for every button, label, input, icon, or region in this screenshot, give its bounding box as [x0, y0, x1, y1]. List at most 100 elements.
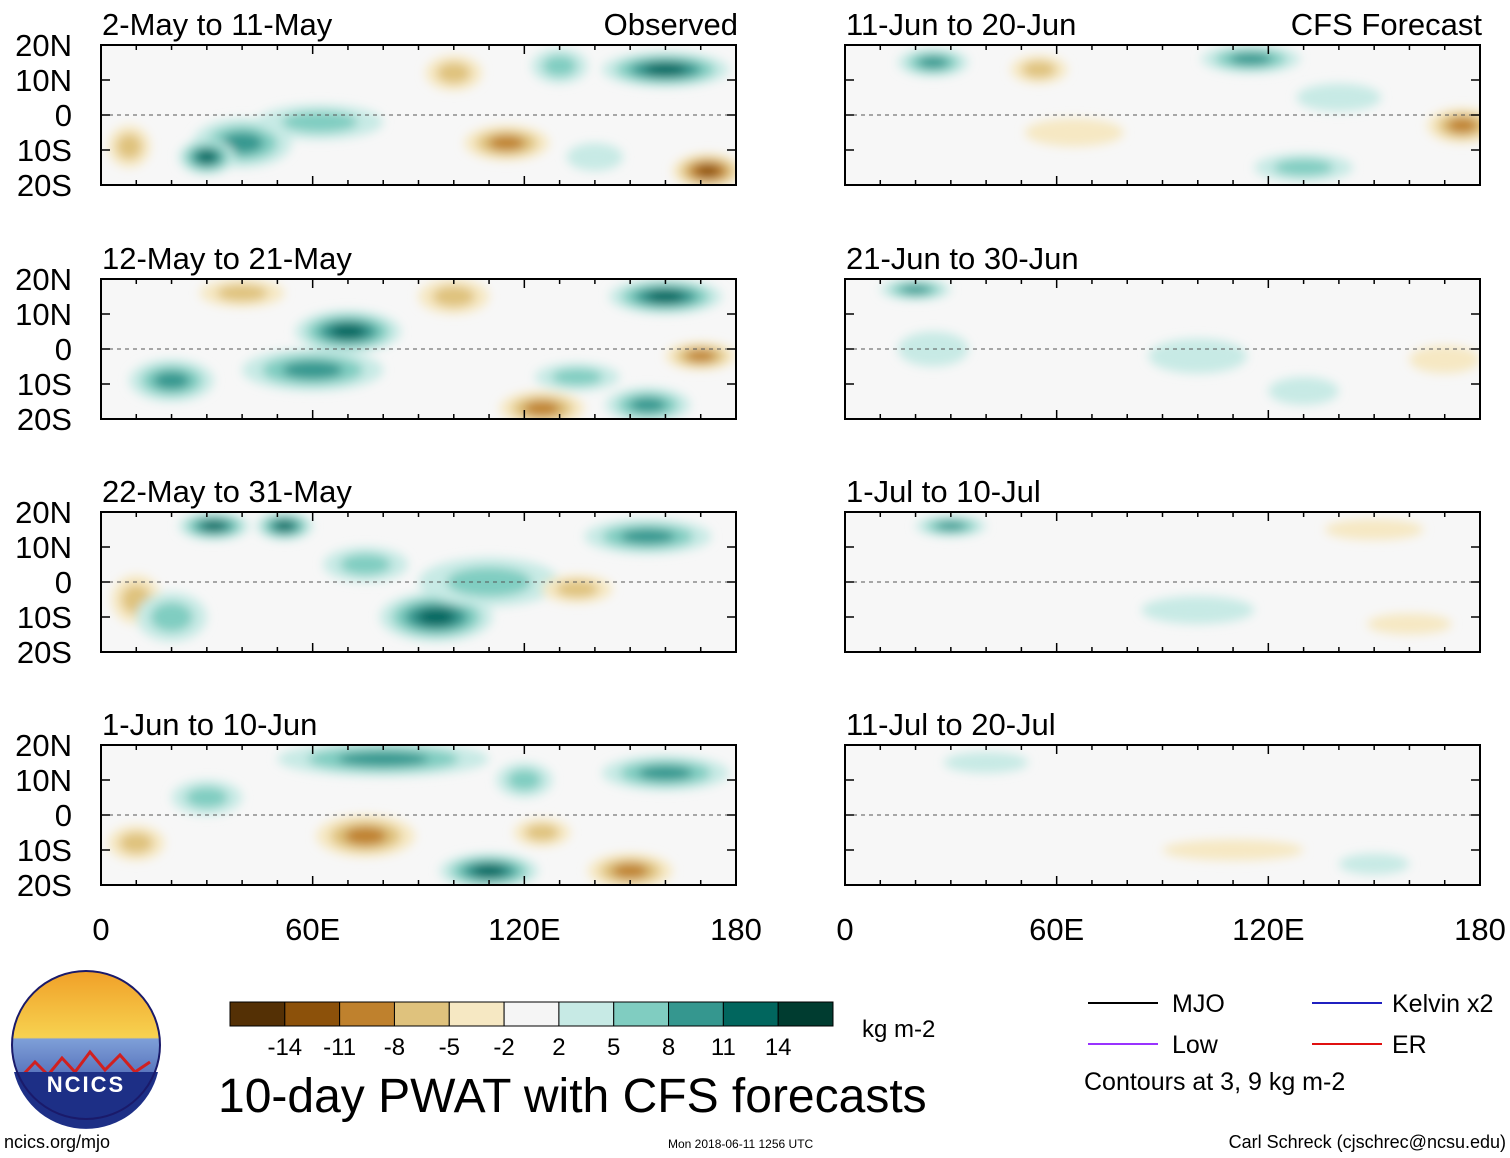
anomaly-blob — [566, 143, 624, 171]
anomaly-blob — [185, 787, 228, 808]
anomaly-blob — [629, 397, 666, 413]
anomaly-blob — [542, 55, 577, 77]
anomaly-blob — [1273, 159, 1334, 176]
anomaly-field — [915, 515, 1452, 635]
panel-date-label: 22-May to 31-May — [102, 474, 352, 509]
x-tick-label: 60E — [285, 912, 340, 947]
anomaly-blob — [685, 350, 716, 362]
y-tick-label: 10N — [15, 63, 72, 98]
panel-date-label: 12-May to 21-May — [102, 241, 352, 276]
x-tick-label: 180 — [710, 912, 762, 947]
main-title: 10-day PWAT with CFS forecasts — [218, 1070, 927, 1123]
y-tick-label: 10S — [17, 133, 72, 168]
colorbar-swatch — [448, 1001, 505, 1027]
panel-date-label: 11-Jul to 20-Jul — [846, 707, 1056, 742]
anomaly-blob — [638, 765, 693, 781]
anomaly-blob — [1367, 613, 1452, 635]
y-tick-label: 0 — [55, 332, 72, 367]
anomaly-blob — [436, 62, 471, 84]
anomaly-blob — [551, 368, 603, 386]
timestamp: Mon 2018-06-11 1256 UTC — [668, 1137, 814, 1151]
panel-date-label: 2-May to 11-May — [102, 7, 333, 42]
panel-date-label: 21-Jun to 30-Jun — [846, 241, 1079, 276]
anomaly-field — [943, 752, 1410, 875]
anomaly-blob — [340, 554, 391, 575]
author-credit: Carl Schreck (cjschrec@ncsu.edu) — [1229, 1132, 1506, 1152]
observed-header: Observed — [604, 7, 738, 42]
anomaly-blob — [644, 63, 687, 76]
anomaly-field — [108, 745, 729, 885]
x-tick-label: 60E — [1029, 912, 1084, 947]
anomaly-blob — [344, 827, 387, 845]
y-tick-label: 10N — [15, 763, 72, 798]
anomaly-blob — [943, 752, 1029, 773]
anomaly-blob — [523, 401, 561, 416]
panel-6: 21-Jun to 30-Jun — [844, 241, 1481, 420]
anomaly-field — [897, 45, 1480, 182]
colorbar-tick-label: 14 — [765, 1034, 792, 1061]
anomaly-blob — [1338, 853, 1410, 875]
panel-date-label: 11-Jun to 20-Jun — [846, 7, 1076, 42]
colorbar-swatch — [339, 1001, 395, 1027]
anomaly-blob — [432, 286, 475, 307]
anomaly-blob — [1148, 338, 1248, 374]
colorbar-tick-label: -11 — [323, 1034, 356, 1061]
anomaly-blob — [1447, 118, 1478, 133]
anomaly-blob — [900, 285, 931, 294]
anomaly-blob — [150, 602, 193, 632]
colorbar-tick-label: -14 — [267, 1034, 302, 1061]
site-url[interactable]: ncics.org/mjo — [4, 1132, 110, 1152]
forecast-header: CFS Forecast — [1291, 7, 1483, 42]
y-tick-label: 0 — [55, 98, 72, 133]
y-tick-label: 0 — [55, 798, 72, 833]
anomaly-blob — [1409, 345, 1480, 374]
anomaly-blob — [1022, 61, 1056, 78]
anomaly-blob — [1141, 596, 1255, 624]
anomaly-blob — [1296, 83, 1382, 112]
colorbar-swatch — [722, 1001, 779, 1027]
anomaly-blob — [1229, 53, 1272, 65]
anomaly-blob — [620, 529, 676, 544]
colorbar-swatch — [393, 1001, 450, 1027]
y-tick-label: 20N — [15, 28, 72, 63]
anomaly-blob — [119, 832, 154, 854]
colorbar-swatch — [613, 1001, 670, 1027]
anomaly-blob — [417, 608, 455, 626]
anomaly-blob — [918, 56, 949, 69]
anomaly-blob — [696, 165, 720, 177]
anomaly-blob — [1268, 377, 1339, 405]
legend-label-mjo: MJO — [1172, 990, 1225, 1018]
legend-label-kelvin: Kelvin x2 — [1392, 990, 1493, 1018]
y-tick-label: 10N — [15, 530, 72, 565]
colorbar-tick-label: -8 — [384, 1034, 405, 1061]
colorbar-swatch — [777, 1001, 834, 1027]
anomaly-blob — [337, 751, 429, 767]
colorbar-tick-label: 2 — [552, 1034, 565, 1061]
anomaly-blob — [330, 324, 366, 339]
colorbar-tick-label: 5 — [607, 1034, 620, 1061]
anomaly-blob — [472, 865, 506, 877]
y-tick-label: 20S — [17, 635, 72, 670]
anomaly-blob — [507, 769, 542, 791]
y-tick-label: 10S — [17, 833, 72, 868]
anomaly-blob — [935, 521, 966, 531]
x-tick-label: 0 — [92, 912, 109, 947]
legend: MJO Kelvin x2 Low ER Contours at 3, 9 kg… — [1084, 990, 1493, 1096]
panel-8: 11-Jul to 20-Jul 0 60E 120E 180 — [836, 707, 1505, 947]
x-tick-label: 120E — [1232, 912, 1304, 947]
anomaly-field — [880, 279, 1480, 405]
colorbar-swatch — [284, 1001, 341, 1027]
legend-label-low: Low — [1172, 1031, 1219, 1059]
y-tick-label: 10S — [17, 600, 72, 635]
anomaly-blob — [1024, 118, 1124, 147]
legend-label-er: ER — [1392, 1031, 1427, 1059]
anomaly-blob — [488, 135, 525, 151]
colorbar: -14 -11 -8 -5 -2 2 5 8 11 14 — [229, 1001, 834, 1061]
colorbar-swatch — [558, 1001, 615, 1027]
panel-date-label: 1-Jun to 10-Jun — [102, 707, 317, 742]
colorbar-tick-label: -5 — [439, 1034, 460, 1061]
panel-7: 1-Jul to 10-Jul — [844, 474, 1481, 653]
logo-text: NCICS — [47, 1072, 125, 1097]
